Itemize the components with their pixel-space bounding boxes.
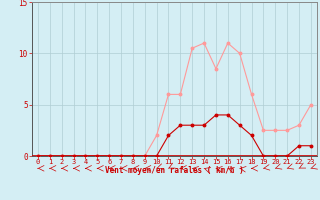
X-axis label: Vent moyen/en rafales ( km/h ): Vent moyen/en rafales ( km/h ): [105, 166, 244, 175]
